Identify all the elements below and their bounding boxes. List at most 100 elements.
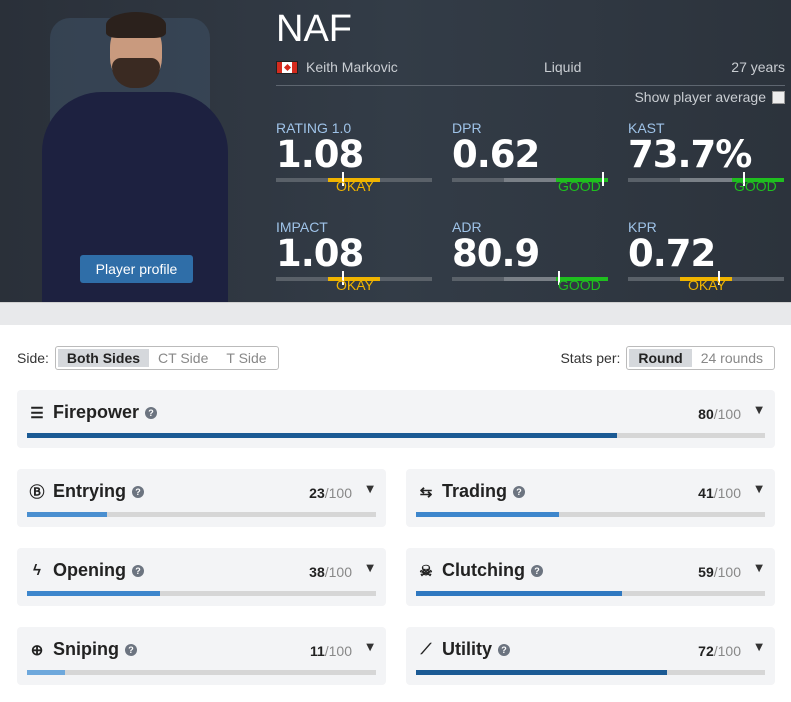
expand-caret-icon[interactable]: ▼: [755, 563, 763, 574]
expand-caret-icon[interactable]: ▼: [755, 405, 763, 416]
show-average-toggle[interactable]: Show player average: [634, 89, 785, 105]
per-round[interactable]: Round: [629, 349, 692, 367]
stat-bar-highlight: [328, 178, 380, 182]
stat-bar: [276, 172, 432, 186]
category-trading[interactable]: ⇆ Trading? 41/100 ▼: [406, 469, 775, 527]
player-info: Keith Markovic Liquid 27 years: [276, 58, 785, 86]
expand-caret-icon[interactable]: ▼: [366, 484, 374, 495]
category-name: Entrying: [53, 481, 127, 501]
score-bar-fill: [416, 512, 560, 517]
entrying-icon: Ⓑ: [29, 484, 45, 501]
category-opening[interactable]: ϟ Opening? 38/100 ▼: [17, 548, 386, 606]
expand-caret-icon[interactable]: ▼: [755, 484, 763, 495]
category-score: 72/100: [698, 643, 741, 659]
category-score: 80/100: [698, 406, 741, 422]
stat-value: 0.72: [628, 232, 716, 275]
stats-per-label: Stats per:: [560, 350, 621, 366]
category-score: 23/100: [309, 485, 352, 501]
expand-caret-icon[interactable]: ▼: [755, 642, 763, 653]
help-icon[interactable]: ?: [498, 643, 511, 656]
help-icon[interactable]: ?: [513, 485, 526, 498]
team-name[interactable]: Liquid: [544, 59, 582, 75]
stat-rating-1-0: RATING 1.0 1.08 OKAY: [276, 120, 432, 194]
help-icon[interactable]: ?: [132, 564, 144, 577]
category-name: Firepower: [53, 402, 140, 422]
category-score: 11/100: [309, 643, 352, 659]
opening-icon: ϟ: [33, 562, 41, 579]
category-score: 38/100: [309, 564, 352, 580]
stat-marker: [558, 271, 561, 285]
divider-strip: [0, 302, 791, 325]
stat-marker: [341, 271, 344, 285]
stat-label: KAST: [628, 120, 665, 136]
stat-label: KPR: [628, 219, 657, 235]
stat-bar-highlight: [732, 178, 784, 182]
stat-bar: [452, 271, 608, 285]
category-utility[interactable]: ⟋ Utility? 72/100 ▼: [406, 627, 775, 685]
stat-dpr: DPR 0.62 GOOD: [452, 120, 608, 194]
stat-value: 0.62: [452, 133, 540, 176]
per-24-rounds[interactable]: 24 rounds: [700, 350, 763, 366]
side-both[interactable]: Both Sides: [57, 349, 150, 367]
clutching-icon: ☠: [419, 562, 433, 580]
stat-marker: [718, 271, 721, 285]
stat-rating: OKAY: [336, 178, 374, 194]
stat-bar: [276, 271, 432, 285]
stat-bar: [628, 172, 784, 186]
help-icon[interactable]: ?: [145, 406, 158, 419]
category-name: Utility: [442, 639, 493, 659]
category-name: Opening: [53, 560, 126, 580]
side-ct[interactable]: CT Side: [158, 350, 209, 366]
category-firepower[interactable]: ☰ Firepower? 80/100 ▼: [17, 390, 775, 448]
category-name: Clutching: [442, 560, 525, 580]
stat-marker: [341, 172, 344, 186]
player-beard: [112, 58, 160, 88]
stat-rating: GOOD: [558, 178, 601, 194]
stat-label: DPR: [452, 120, 482, 136]
help-icon[interactable]: ?: [125, 643, 137, 656]
score-bar-fill: [416, 591, 622, 596]
score-bar-fill: [27, 512, 108, 517]
help-icon[interactable]: ?: [132, 485, 145, 498]
stat-value: 73.7%: [628, 133, 752, 176]
score-bar: [27, 591, 376, 596]
player-profile-button[interactable]: Player profile: [80, 255, 193, 283]
category-clutching[interactable]: ☠ Clutching? 59/100 ▼: [406, 548, 775, 606]
stat-label: ADR: [452, 219, 482, 235]
real-name: Keith Markovic: [306, 59, 398, 75]
stat-adr: ADR 80.9 GOOD: [452, 219, 608, 293]
show-average-label: Show player average: [634, 89, 766, 105]
trading-icon: ⇆: [419, 483, 433, 501]
side-filter: Side: Both Sides CT Side T Side: [17, 346, 279, 370]
utility-icon: ⟋: [420, 641, 432, 658]
score-bar: [416, 591, 765, 596]
side-t[interactable]: T Side: [226, 350, 267, 366]
category-sniping[interactable]: ⊕ Sniping? 11/100 ▼: [17, 627, 386, 685]
stat-bar-highlight: [556, 178, 608, 182]
show-average-checkbox[interactable]: [772, 90, 785, 104]
stat-rating: OKAY: [336, 277, 374, 293]
category-entrying[interactable]: Ⓑ Entrying? 23/100 ▼: [17, 469, 386, 527]
score-bar-fill: [416, 670, 668, 675]
stats-per-toggle: Round 24 rounds: [626, 346, 775, 370]
player-age: 27 years: [731, 59, 785, 75]
sniping-icon: ⊕: [30, 641, 44, 659]
player-photo: [40, 0, 230, 302]
firepower-icon: ☰: [30, 404, 44, 422]
expand-caret-icon[interactable]: ▼: [366, 642, 374, 653]
stat-rating: GOOD: [734, 178, 777, 194]
help-icon[interactable]: ?: [531, 564, 543, 577]
stat-bar: [452, 172, 608, 186]
stat-marker: [601, 172, 604, 186]
score-bar-fill: [27, 591, 160, 596]
player-hair: [106, 12, 166, 38]
expand-caret-icon[interactable]: ▼: [366, 563, 374, 574]
stat-kast: KAST 73.7% GOOD: [628, 120, 784, 194]
stat-value: 1.08: [276, 133, 364, 176]
player-nickname: NAF: [276, 8, 352, 50]
stat-rating: OKAY: [688, 277, 726, 293]
score-bar: [416, 670, 765, 675]
player-header: Player profile NAF Keith Markovic Liquid…: [0, 0, 791, 302]
score-bar-fill: [27, 433, 618, 438]
canada-flag-icon: [276, 61, 298, 74]
